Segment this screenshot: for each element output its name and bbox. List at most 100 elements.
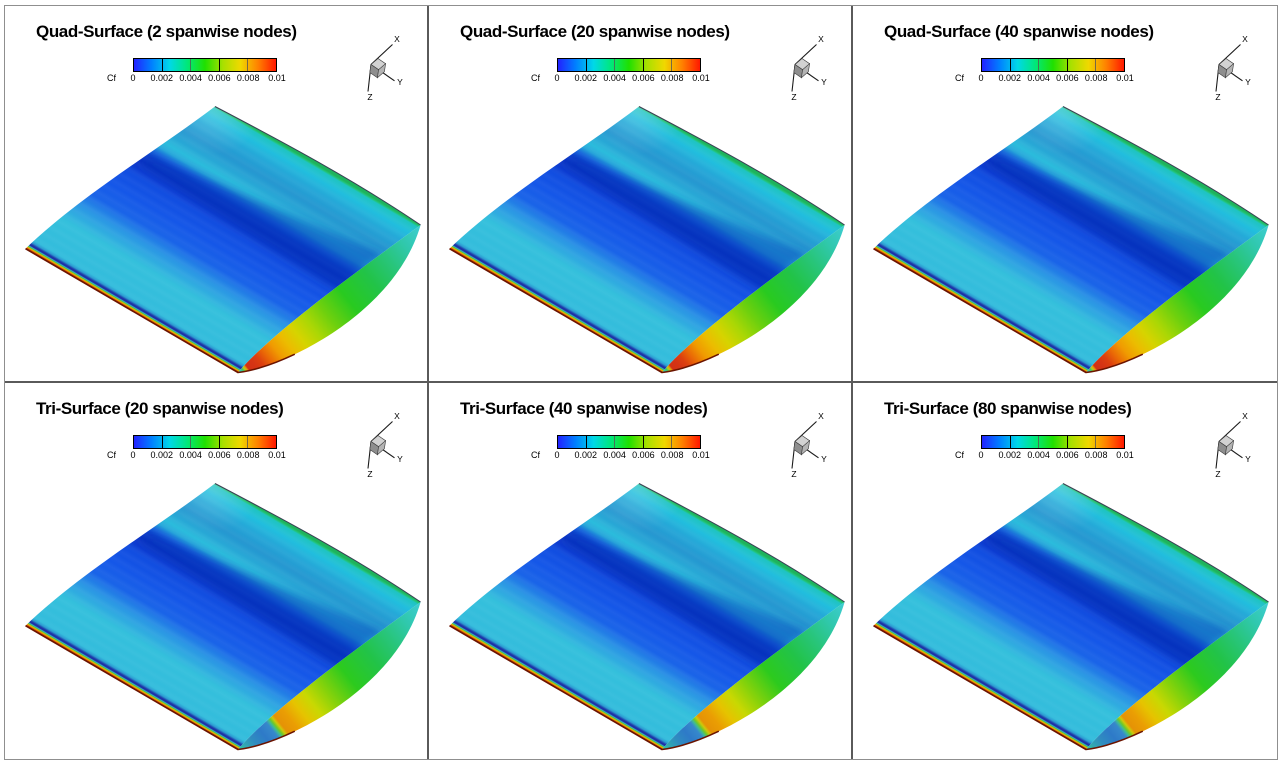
colorbar-tick bbox=[1009, 59, 1012, 71]
colorbar-variable-label: Cf bbox=[531, 449, 540, 460]
colorbar-tick bbox=[585, 59, 588, 71]
cube-right-face bbox=[800, 62, 811, 79]
wing-tip-face bbox=[1086, 225, 1269, 373]
colorbar-tick bbox=[218, 59, 220, 71]
colorbar-tick-label: 0.01 bbox=[692, 73, 710, 83]
axis-label-y: Y bbox=[1245, 77, 1251, 87]
colorbar-tick bbox=[1009, 435, 1012, 448]
wing-tip-face bbox=[238, 225, 421, 373]
colorbar-tick bbox=[642, 435, 644, 448]
colorbar-tick-label: 0.006 bbox=[1056, 449, 1079, 460]
colorbar-variable-label: Cf bbox=[531, 73, 540, 83]
colorbar-tick-label: 0.002 bbox=[574, 73, 598, 83]
colorbar-tick-label: 0 bbox=[554, 449, 560, 460]
colorbar-tick-label: 0.008 bbox=[236, 73, 260, 83]
colorbar-tick-label: 0.002 bbox=[574, 449, 598, 460]
axis-label-z: Z bbox=[1215, 468, 1221, 479]
colorbar-tick bbox=[161, 435, 164, 448]
colorbar-tick-label: 0 bbox=[978, 449, 984, 460]
panel-1: Quad-Surface (2 spanwise nodes) Cf 0 0.00… bbox=[5, 6, 429, 383]
axis-label-x: X bbox=[394, 34, 400, 44]
wing-tip-face bbox=[662, 601, 845, 749]
wing-surface-plot bbox=[25, 106, 421, 374]
axis-triad-graphic bbox=[1215, 44, 1243, 92]
panel-title: Tri-Surface (80 spanwise nodes) bbox=[884, 398, 1132, 418]
axis-label-y: Y bbox=[821, 453, 827, 464]
colorbar-tick bbox=[671, 435, 672, 448]
colorbar-tick bbox=[1095, 435, 1096, 448]
colorbar-tick bbox=[190, 59, 191, 71]
cube-right-face bbox=[376, 62, 387, 79]
colorbar-gradient-bar bbox=[133, 58, 277, 72]
wing-leading-edge-line bbox=[449, 248, 720, 374]
colorbar-gradient-bar bbox=[557, 434, 701, 449]
colorbar-tick-label: 0.002 bbox=[998, 73, 1022, 83]
panel-title: Quad-Surface (2 spanwise nodes) bbox=[36, 22, 297, 41]
colorbar-tick-label: 0.006 bbox=[632, 73, 655, 83]
colorbar-tick bbox=[1066, 59, 1068, 71]
figure-frame: Quad-Surface (2 spanwise nodes) Cf 0 0.00… bbox=[4, 5, 1278, 760]
wing-corner-highlight bbox=[449, 483, 845, 749]
colorbar-tick bbox=[1038, 59, 1039, 71]
colorbar-tick bbox=[642, 59, 644, 71]
panel-6: Tri-Surface (80 spanwise nodes) Cf 0 0.00… bbox=[853, 383, 1277, 760]
colorbar-tick-label: 0.008 bbox=[236, 449, 260, 460]
colorbar-tick-label: 0.002 bbox=[998, 449, 1022, 460]
colorbar-variable-label: Cf bbox=[955, 73, 964, 83]
wing-leading-edge-line bbox=[25, 248, 296, 374]
colorbar-tick-label: 0.006 bbox=[1056, 73, 1079, 83]
axis-label-x: X bbox=[818, 410, 824, 421]
axis-triad-graphic bbox=[367, 44, 395, 92]
colorbar-tick-label: 0.006 bbox=[632, 449, 655, 460]
colorbar-tick-label: 0.004 bbox=[603, 73, 626, 83]
colorbar-tick-label: 0.002 bbox=[150, 73, 174, 83]
cube-right-face bbox=[800, 439, 811, 455]
axis-triad-graphic bbox=[791, 44, 819, 92]
wing-trailing-edge-line bbox=[214, 482, 421, 602]
wing-trailing-edge-line bbox=[214, 106, 421, 226]
wing-trailing-edge-line bbox=[638, 482, 845, 602]
colorbar-tick-label: 0.004 bbox=[179, 449, 202, 460]
colorbar-tick bbox=[1038, 435, 1039, 448]
wing-corner-highlight bbox=[449, 106, 845, 373]
wing-trailing-edge-line bbox=[1062, 106, 1269, 226]
panel-4: Tri-Surface (20 spanwise nodes) Cf 0 0.00… bbox=[5, 382, 429, 759]
colorbar-tick bbox=[218, 435, 220, 448]
wing-leading-edge-line bbox=[873, 624, 1144, 750]
colorbar-tick-label: 0 bbox=[978, 73, 984, 83]
colorbar-tick-label: 0.008 bbox=[1084, 449, 1108, 460]
axis-label-z: Z bbox=[791, 468, 797, 479]
wing-surface-plot bbox=[873, 106, 1269, 374]
colorbar-tick bbox=[190, 435, 191, 448]
colorbar-tick-label: 0.01 bbox=[268, 449, 286, 460]
colorbar-tick-label: 0.006 bbox=[208, 73, 231, 83]
wing-trailing-edge-line bbox=[638, 106, 845, 226]
axis-label-z: Z bbox=[367, 468, 373, 479]
colorbar-gradient-bar bbox=[981, 434, 1125, 449]
colorbar-gradient-bar bbox=[133, 434, 277, 449]
axis-label-y: Y bbox=[1245, 453, 1251, 464]
wing-leading-edge-line bbox=[25, 624, 296, 750]
colorbar-tick-label: 0 bbox=[130, 449, 136, 460]
panel-5: Tri-Surface (40 spanwise nodes) Cf 0 0.00… bbox=[429, 382, 853, 759]
wing-corner-highlight bbox=[873, 483, 1269, 749]
wing-tip-face bbox=[662, 225, 845, 373]
panel-title: Tri-Surface (40 spanwise nodes) bbox=[460, 398, 708, 418]
colorbar-tick-label: 0 bbox=[554, 73, 560, 83]
cube-right-face bbox=[1224, 62, 1235, 79]
colorbar-tick-label: 0.008 bbox=[660, 73, 684, 83]
colorbar-tick-label: 0.002 bbox=[150, 449, 174, 460]
axis-triad-graphic bbox=[791, 420, 819, 469]
colorbar-tick bbox=[614, 435, 615, 448]
wing-corner-highlight bbox=[873, 106, 1269, 373]
axis-label-z: Z bbox=[367, 92, 373, 102]
axis-triad-graphic bbox=[1215, 420, 1243, 469]
axis-triad-graphic bbox=[367, 420, 395, 469]
wing-tip-face bbox=[1086, 601, 1269, 749]
colorbar-tick bbox=[1066, 435, 1068, 448]
colorbar-tick bbox=[247, 59, 248, 71]
panel-2: Quad-Surface (20 spanwise nodes) Cf 0 0.0… bbox=[429, 6, 853, 383]
colorbar-variable-label: Cf bbox=[107, 73, 116, 83]
colorbar-tick-label: 0.008 bbox=[660, 449, 684, 460]
colorbar-variable-label: Cf bbox=[107, 449, 116, 460]
